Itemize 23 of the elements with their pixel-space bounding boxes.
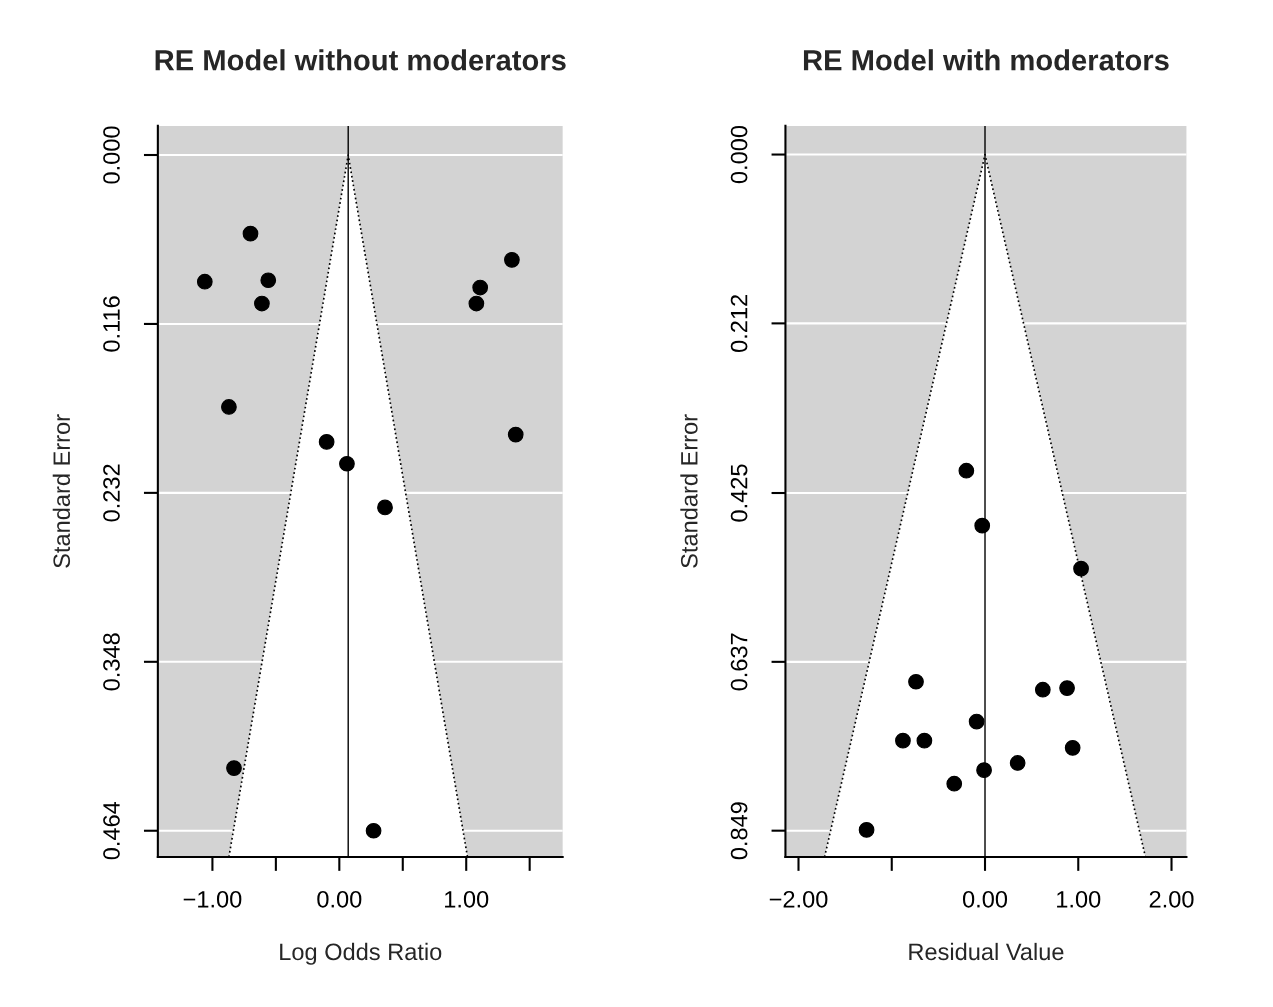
x-tick-label: 1.00 <box>445 890 489 908</box>
x-tick-label: 2.00 <box>1149 890 1194 908</box>
y-tick-label: 0.000 <box>730 125 748 184</box>
x-tick-label: −1.00 <box>183 890 242 908</box>
y-axis-title: Standard Error <box>680 414 698 568</box>
y-tick-label: 0.116 <box>103 296 120 352</box>
y-tick-label: 0.425 <box>730 464 748 522</box>
y-tick-label: 0.348 <box>103 633 120 691</box>
y-axis-title: Standard Error <box>52 414 71 568</box>
y-tick-label: 0.000 <box>103 126 120 184</box>
y-tick-label: 0.232 <box>103 464 120 522</box>
chart-title: RE Model without moderators <box>155 49 566 71</box>
y-tick-label: 0.637 <box>730 633 748 691</box>
x-axis-title: Residual Value <box>909 942 1064 961</box>
y-tick-label: 0.849 <box>730 802 748 860</box>
y-tick-label: 0.464 <box>103 801 120 860</box>
x-tick-label: −2.00 <box>769 890 828 908</box>
x-tick-label: 0.00 <box>962 890 1008 908</box>
x-tick-label: 1.00 <box>1057 890 1101 908</box>
chart-title: RE Model with moderators <box>803 49 1169 71</box>
y-tick-label: 0.212 <box>730 295 748 352</box>
x-axis-title: Log Odds Ratio <box>280 942 442 965</box>
x-tick-label: 0.00 <box>317 890 362 908</box>
